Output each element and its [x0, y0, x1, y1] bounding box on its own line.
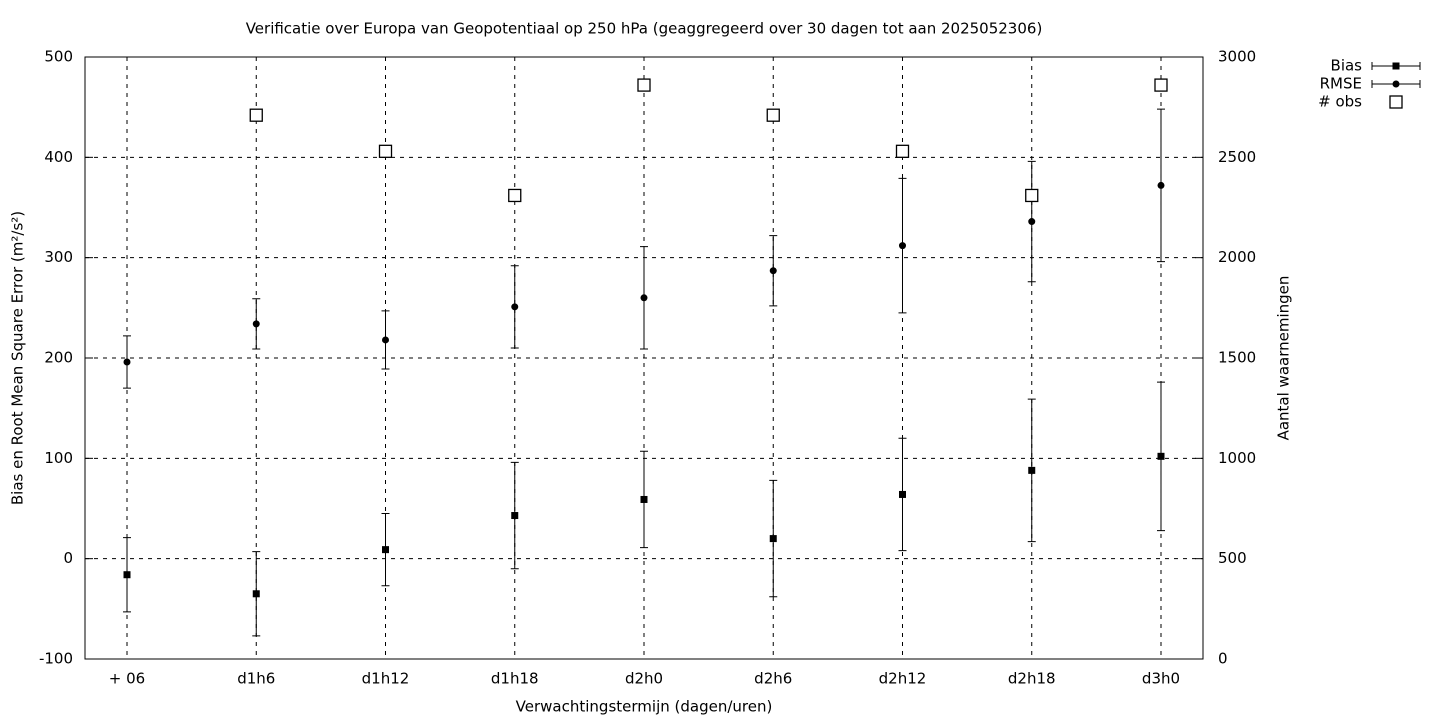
x-tick-label: d2h0 — [625, 670, 663, 688]
point — [1028, 466, 1036, 474]
legend-marker — [1392, 62, 1400, 70]
y-tick-label: 300 — [44, 248, 73, 266]
point — [1028, 218, 1036, 226]
point — [637, 78, 651, 92]
y2-tick-label: 1500 — [1218, 349, 1256, 367]
y2-tick-label: 0 — [1218, 650, 1228, 668]
y2-tick-label: 3000 — [1218, 48, 1256, 66]
x-axis-label: Verwachtingstermijn (dagen/uren) — [516, 698, 773, 716]
point — [1154, 78, 1168, 92]
point — [895, 144, 910, 158]
y-tick-label: 500 — [44, 48, 73, 66]
y2-tick-label: 1000 — [1218, 449, 1256, 467]
legend-label: RMSE — [1320, 75, 1362, 93]
point — [252, 320, 260, 328]
x-tick-label: d1h6 — [237, 670, 275, 688]
point — [382, 546, 390, 554]
point — [1025, 188, 1039, 203]
y2-tick-label: 2000 — [1218, 248, 1256, 266]
point — [508, 188, 522, 203]
point — [252, 590, 260, 598]
x-tick-label: d1h12 — [362, 670, 410, 688]
point — [640, 294, 648, 302]
point — [511, 303, 519, 311]
x-tick-label: d2h6 — [754, 670, 792, 688]
y2-axis-label: Aantal waarnemingen — [1275, 276, 1293, 441]
y2-tick-label: 2500 — [1218, 148, 1256, 166]
y2-tick-label: 500 — [1218, 549, 1247, 567]
y-axis-label: Bias en Root Mean Square Error (m²/s²) — [9, 211, 27, 505]
legend-marker — [1392, 80, 1400, 88]
point — [511, 512, 519, 520]
plot-frame — [84, 56, 1204, 660]
legend-marker — [1389, 95, 1403, 109]
point — [766, 108, 780, 122]
x-tick-label: d1h18 — [491, 670, 539, 688]
legend-label: Bias — [1331, 57, 1363, 75]
y-tick-label: 100 — [44, 449, 73, 467]
y-tick-label: 0 — [63, 549, 73, 567]
point — [1157, 452, 1165, 460]
point — [123, 358, 131, 366]
x-tick-label: d3h0 — [1142, 670, 1180, 688]
point — [898, 490, 906, 498]
x-tick-label: + 06 — [109, 670, 145, 688]
chart-title: Verificatie over Europa van Geopotentiaa… — [246, 20, 1043, 38]
y-tick-label: 400 — [44, 148, 73, 166]
point — [640, 495, 648, 503]
y-tick-label: 200 — [44, 349, 73, 367]
legend-label: # obs — [1318, 93, 1362, 111]
y-tick-label: -100 — [39, 650, 73, 668]
point — [378, 144, 393, 158]
point — [249, 108, 263, 122]
point — [123, 571, 131, 579]
point — [1157, 181, 1165, 189]
point — [382, 336, 390, 344]
x-tick-label: d2h12 — [879, 670, 927, 688]
point — [769, 267, 777, 275]
point — [898, 242, 906, 250]
point — [769, 535, 777, 543]
x-tick-label: d2h18 — [1008, 670, 1056, 688]
